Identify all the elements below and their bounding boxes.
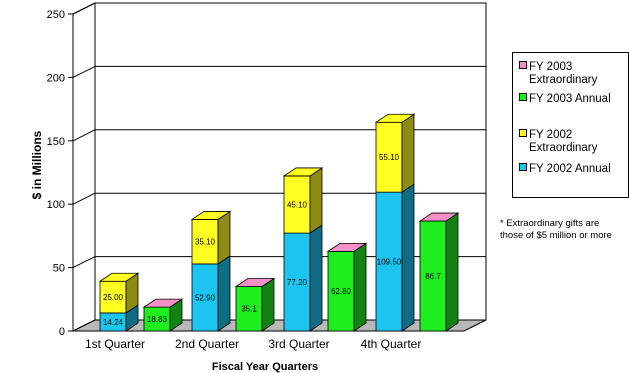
- bar-fy2003-top-3: [326, 242, 368, 252]
- bar-fy2003-annual-3-label: 62.80: [331, 287, 352, 296]
- y-tick-label: 50: [53, 263, 65, 275]
- value-axis: 0 50 100 150 200 250: [47, 9, 74, 338]
- bar-fy2002-top-3: [282, 167, 324, 177]
- gridline-side: [72, 192, 96, 205]
- gridline-side: [72, 2, 96, 15]
- legend-label: FY 2003 Annual: [529, 93, 611, 105]
- bar-fy2002-annual-2-label: 52.90: [195, 293, 216, 302]
- legend-swatch-yellow: [519, 129, 527, 137]
- bar-fy2002-annual-2-front: [191, 263, 219, 332]
- y-tick-label: 100: [47, 199, 65, 211]
- bar-fy2002-annual-4-front: [375, 191, 403, 332]
- bar-fy2003-top-4: [418, 212, 460, 222]
- bar-fy2003-annual-3-side: [353, 242, 367, 332]
- bar-fy2002-top-1: [98, 272, 140, 282]
- category-axis: 1st Quarter 2nd Quarter 3rd Quarter 4th Qua…: [85, 337, 421, 351]
- x-tick-label: 1st Quarter: [85, 337, 145, 351]
- gridline-side: [72, 256, 96, 269]
- bar-fy2002-annual-1-label: 14.24: [103, 318, 124, 327]
- bar-fy2003-annual-4-label: 86.7: [425, 272, 441, 281]
- x-tick-label: 4th Quarter: [361, 337, 422, 351]
- legend-item-fy2002-annual: FY 2002 Annual: [519, 163, 611, 176]
- bar-fy2002-extraordinary-4-label: 55.10: [379, 153, 400, 162]
- footnote-line1: * Extraordinary gifts are: [500, 218, 600, 229]
- bar-fy2003-annual-3-front: [327, 250, 355, 332]
- legend-label: FY 2003: [529, 61, 573, 73]
- legend-swatch-pink: [519, 61, 527, 69]
- bar-fy2002-annual-3-front: [283, 232, 311, 332]
- bar-fy2003-annual-2-side: [261, 277, 275, 332]
- x-tick-label: 3rd Quarter: [268, 337, 329, 351]
- gridline-side: [72, 129, 96, 142]
- bar-fy2002-extraordinary-1-label: 25.00: [103, 293, 124, 302]
- bar-fy2002-annual-4-side: [401, 183, 415, 332]
- bar-fy2002-extraordinary-2-label: 35.10: [195, 238, 216, 247]
- footnote-line2: those of $5 million or more: [500, 230, 612, 241]
- bar-fy2003-annual-4-side: [445, 212, 459, 332]
- legend-swatch-blue: [519, 163, 527, 171]
- legend: FY 2003 Extraordinary FY 2003 Annual FY …: [512, 52, 629, 198]
- y-tick-label: 250: [47, 9, 65, 21]
- side-wall: [72, 2, 96, 332]
- legend-item-fy2003-extraordinary: FY 2003 Extraordinary: [519, 61, 597, 87]
- bar-fy2002-annual-2-side: [217, 255, 231, 332]
- x-axis-label: Fiscal Year Quarters: [212, 361, 318, 373]
- bar-fy2002-extraordinary-3-side: [309, 167, 323, 234]
- y-tick-label: 150: [47, 136, 65, 148]
- bar-fy2002-extraordinary-4-front: [375, 121, 403, 193]
- bar-fy2002-annual-3-label: 77.20: [287, 278, 308, 287]
- gridline-side: [72, 65, 96, 78]
- bar-fy2003-annual-2-front: [235, 286, 263, 332]
- bars: 14.24 25.00 18.83 52.90 35.10 35.1 77.20 45.10 6…: [98, 113, 460, 332]
- x-tick-label: 2nd Quarter: [175, 337, 239, 351]
- legend-swatch-green: [519, 93, 527, 101]
- legend-label: FY 2002: [529, 129, 573, 141]
- legend-label-line2: Extraordinary: [529, 142, 598, 154]
- bar-fy2002-extraordinary-2-side: [217, 210, 231, 265]
- y-axis-label: $ in Millions: [30, 130, 44, 199]
- bar-fy2003-annual-4-front: [419, 220, 447, 332]
- bar-fy2003-top-1: [142, 298, 184, 308]
- bar-fy2003-annual-1-label: 18.83: [147, 315, 168, 324]
- bar-fy2003-top-2: [234, 278, 276, 287]
- bar-fy2003-annual-2-label: 35.1: [241, 305, 257, 314]
- y-tick-label: 0: [59, 326, 65, 338]
- bar-fy2002-top-4: [374, 113, 416, 123]
- bar-fy2002-extraordinary-4-side: [401, 113, 415, 193]
- bar-fy2002-annual-3-side: [309, 224, 323, 332]
- y-tick-label: 200: [47, 72, 65, 84]
- bar-fy2002-annual-4-label: 109.50: [377, 258, 402, 267]
- legend-label-line2: Extraordinary: [529, 74, 598, 86]
- bar-fy2002-top-2: [190, 211, 232, 220]
- legend-item-fy2002-extraordinary: FY 2002 Extraordinary: [519, 129, 597, 155]
- legend-item-fy2003-annual: FY 2003 Annual: [519, 93, 611, 106]
- legend-label: FY 2002 Annual: [529, 163, 611, 175]
- bar-fy2002-extraordinary-3-label: 45.10: [287, 201, 308, 210]
- footnote: * Extraordinary gifts are those of $5 mi…: [500, 218, 629, 242]
